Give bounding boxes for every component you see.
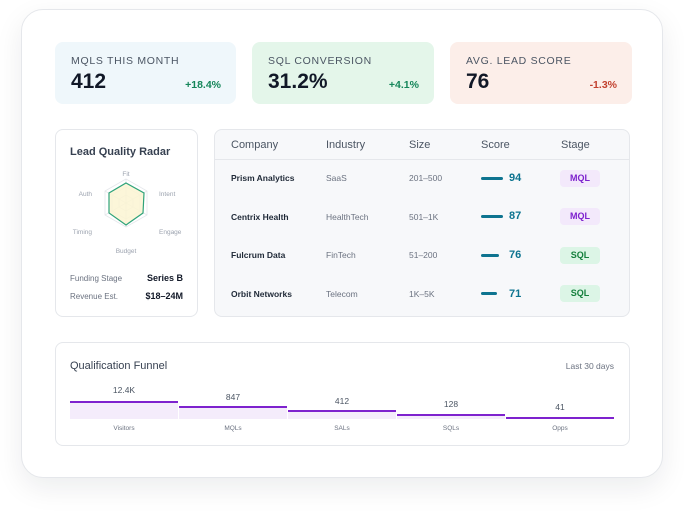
stage-badge: MQL [560,170,600,187]
funnel-stage-area [288,412,396,419]
funnel-stage-label: Opps [552,425,568,432]
funnel-stage-value: 41 [555,402,565,412]
kpi-card-sql-conversion[interactable]: SQL CONVERSION 31.2% +4.1% [252,42,434,104]
table-row-company[interactable]: Centrix Health [231,212,289,222]
table-header-divider [215,159,629,160]
radar-axis-label: Timing [73,229,93,236]
stage-badge: SQL [560,285,600,302]
table-row-company[interactable]: Orbit Networks [231,289,292,299]
funnel-stage-label: MQLs [224,425,242,432]
score-bar [481,254,499,257]
kpi-label: AVG. LEAD SCORE [466,55,572,67]
funnel-stage-area [179,408,287,419]
radar-axis-label: Auth [79,191,93,198]
column-header-company[interactable]: Company [231,139,279,151]
funnel-stage-value: 128 [443,399,459,409]
score-bar [481,215,503,218]
funnel-stage-line [179,406,287,408]
meta-value: $18–24M [145,291,183,301]
column-header-size[interactable]: Size [409,139,431,151]
column-header-stage[interactable]: Stage [561,139,590,151]
column-header-industry[interactable]: Industry [326,139,366,151]
radar-title: Lead Quality Radar [70,146,171,158]
funnel-stage-value: 847 [225,392,241,402]
table-row-company[interactable]: Prism Analytics [231,173,295,183]
table-row-industry: Telecom [326,289,358,299]
lead-quality-radar-card: Lead Quality Radar Fit Intent Engage Bud… [55,129,198,317]
meta-value: Series B [146,273,183,283]
kpi-label: MQLS THIS MONTH [71,55,180,67]
kpi-delta: +18.4% [185,79,221,91]
funnel-stage-area [70,403,178,419]
radar-axis-label: Fit [122,171,129,178]
funnel-stage-line [70,401,178,403]
kpi-value: 412 [71,70,107,93]
funnel-stage-value: 412 [334,396,350,406]
meta-label: Revenue Est. [70,292,119,301]
funnel-stage-value: 12.4K [112,385,136,395]
stage-badge: SQL [560,247,600,264]
table-row-size: 501–1K [409,212,439,222]
funnel-stage-label: SQLs [442,425,460,432]
table-row-score: 87 [509,210,522,222]
funnel-stage-line [288,410,396,412]
meta-row-funding-stage: Funding Stage Series B [70,273,183,283]
meta-label: Funding Stage [70,274,123,283]
funnel-stage-label: SALs [334,425,350,432]
kpi-label: SQL CONVERSION [268,55,372,67]
table-row-industry: SaaS [326,173,347,183]
score-bar [481,177,503,180]
kpi-card-mqls[interactable]: MQLS THIS MONTH 412 +18.4% [55,42,236,104]
stage-badge: MQL [560,208,600,225]
table-row-industry: HealthTech [326,212,369,222]
funnel-stage-label: Visitors [113,425,135,432]
table-row-score: 94 [509,172,522,184]
column-header-score[interactable]: Score [481,139,510,151]
table-row-size: 201–500 [409,173,443,183]
qualification-funnel-card [55,342,630,446]
radar-axis-label: Intent [159,191,175,198]
kpi-card-avg-lead-score[interactable]: AVG. LEAD SCORE 76 -1.3% [450,42,632,104]
meta-row-revenue: Revenue Est. $18–24M [70,291,183,301]
kpi-delta: +4.1% [388,79,419,91]
funnel-stage-area [397,416,505,419]
radar-shape [108,182,145,226]
funnel-title: Qualification Funnel [70,360,168,372]
kpi-value: 31.2% [268,70,328,93]
kpi-value: 76 [466,70,490,93]
funnel-stage-line [397,414,505,416]
kpi-delta: -1.3% [589,79,617,91]
radar-axis-label: Budget [116,248,137,255]
radar-axis-label: Engage [159,229,182,236]
table-row-size: 51–200 [409,250,438,260]
table-row-score: 71 [509,288,522,300]
funnel-range[interactable]: Last 30 days [565,361,614,371]
funnel-stage-line [506,417,614,419]
table-row-company[interactable]: Fulcrum Data [231,250,286,260]
table-row-score: 76 [509,249,522,261]
radar-chart: Fit Intent Engage Budget Timing Auth [73,171,182,255]
table-row-size: 1K–5K [409,289,435,299]
score-bar [481,292,497,295]
table-row-industry: FinTech [326,250,356,260]
